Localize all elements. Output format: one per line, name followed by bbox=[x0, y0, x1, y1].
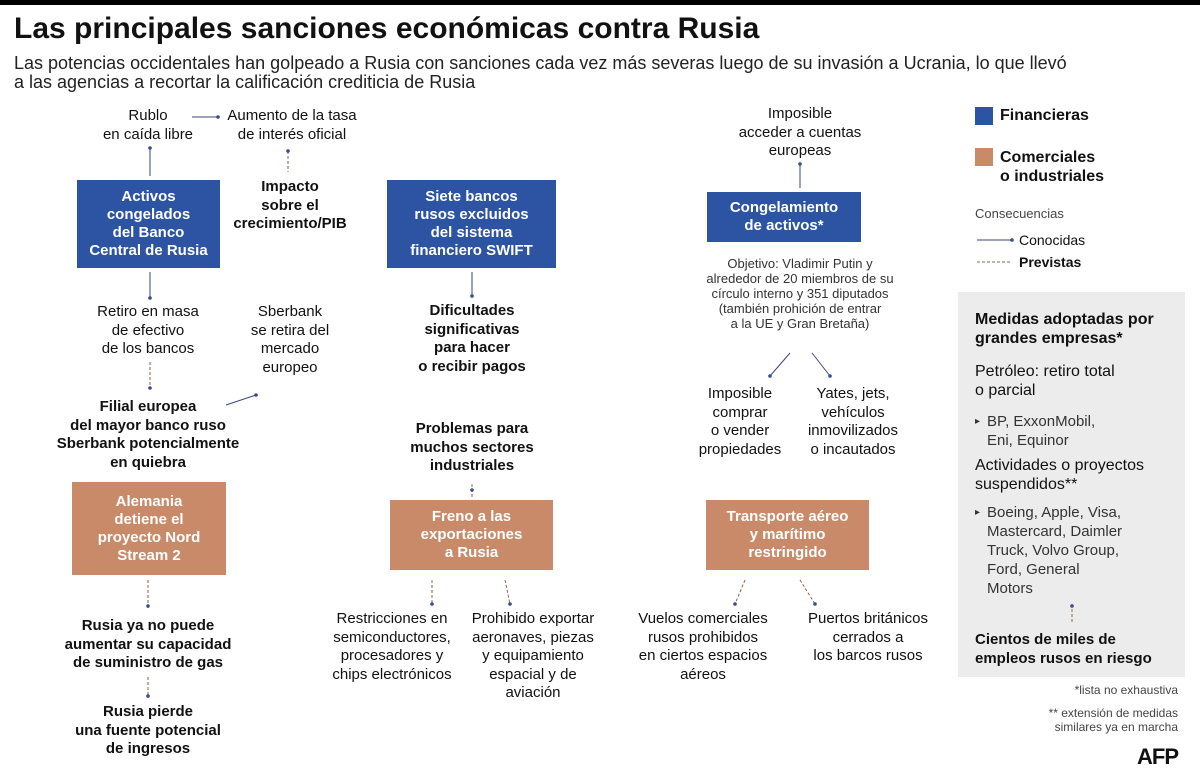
sanction-box: Activos congelados del Banco Central de … bbox=[77, 180, 220, 268]
consequence-text: Rusia ya no puede aumentar su capacidad … bbox=[64, 617, 232, 671]
sanction-box: Transporte aéreo y marítimo restringido bbox=[706, 500, 869, 570]
legend-label: Financieras bbox=[1000, 107, 1089, 124]
consequence-text: Retiro en masa de efectivo de los bancos bbox=[97, 303, 199, 357]
consequence-text: Sberbank se retira del mercado europeo bbox=[250, 303, 330, 376]
link-expected bbox=[504, 579, 511, 605]
sidebar-conclusion: Cientos de miles de empleos rusos en rie… bbox=[975, 631, 1152, 667]
link-known bbox=[769, 352, 791, 377]
legend-label: Previstas bbox=[1019, 254, 1082, 270]
consequence-text: Impacto sobre el crecimiento/PIB bbox=[233, 178, 347, 232]
sanction-box: Freno a las exportaciones a Rusia bbox=[390, 500, 553, 570]
link-known bbox=[811, 352, 831, 377]
credit: AFP bbox=[1137, 744, 1179, 769]
sidebar-bg bbox=[958, 292, 1185, 677]
sidebar-heading: Petróleo: retiro total o parcial bbox=[975, 363, 1115, 399]
consequence-text: Puertos británicos cerrados a los barcos… bbox=[807, 610, 929, 664]
link-known bbox=[225, 394, 257, 406]
consequence-text: Imposible comprar o vender propiedades bbox=[698, 385, 782, 458]
consequence-text: Filial europea del mayor banco ruso Sber… bbox=[56, 398, 240, 471]
consequence-text: Dificultades significativas para hacer o… bbox=[418, 302, 526, 375]
consequence-text: Vuelos comerciales rusos prohibidos en c… bbox=[638, 610, 768, 683]
consequence-text: Prohibido exportar aeronaves, piezas y e… bbox=[471, 610, 595, 701]
legend-swatch bbox=[975, 148, 993, 166]
consequence-text: Aumento de la tasa de interés oficial bbox=[227, 107, 357, 143]
sanction-box: Congelamiento de activos* bbox=[707, 192, 861, 242]
consequence-text: Problemas para muchos sectores industria… bbox=[410, 420, 534, 474]
consequence-text: Objetivo: Vladimir Putin y alrededor de … bbox=[706, 256, 894, 331]
consequence-text: Restricciones en semiconductores, proces… bbox=[332, 610, 452, 683]
top-bar bbox=[0, 0, 1200, 5]
consequence-text: Yates, jets, vehículos inmovilizados o i… bbox=[807, 385, 899, 458]
sidebar-items: Boeing, Apple, Visa, Mastercard, Daimler… bbox=[975, 503, 1122, 598]
subtitle: Las potencias occidentales han golpeado … bbox=[14, 53, 1067, 92]
link-expected bbox=[734, 579, 746, 605]
consequence-text: Rublo en caída libre bbox=[102, 107, 194, 143]
legend-swatch bbox=[975, 107, 993, 125]
sidebar-items: BP, ExxonMobil, Eni, Equinor bbox=[975, 412, 1095, 450]
footnote: *lista no exhaustiva bbox=[1074, 683, 1178, 697]
consequence-text: Imposible acceder a cuentas europeas bbox=[738, 105, 862, 159]
link-expected bbox=[799, 579, 816, 605]
footnote: ** extensión de medidas similares ya en … bbox=[1048, 706, 1178, 734]
title: Las principales sanciones económicas con… bbox=[14, 12, 760, 45]
sanction-box: Siete bancos rusos excluidos del sistema… bbox=[387, 180, 556, 268]
sidebar-title: Medidas adoptadas por grandes empresas* bbox=[975, 311, 1154, 347]
sanction-box: Alemania detiene el proyecto Nord Stream… bbox=[72, 482, 226, 575]
legend-label: Comerciales o industriales bbox=[1000, 149, 1105, 185]
sidebar-heading: Actividades o proyectos suspendidos** bbox=[975, 457, 1144, 493]
legend-heading: Consecuencias bbox=[975, 206, 1064, 221]
legend-label: Conocidas bbox=[1019, 232, 1086, 248]
consequence-text: Rusia pierde una fuente potencial de ing… bbox=[75, 703, 221, 757]
